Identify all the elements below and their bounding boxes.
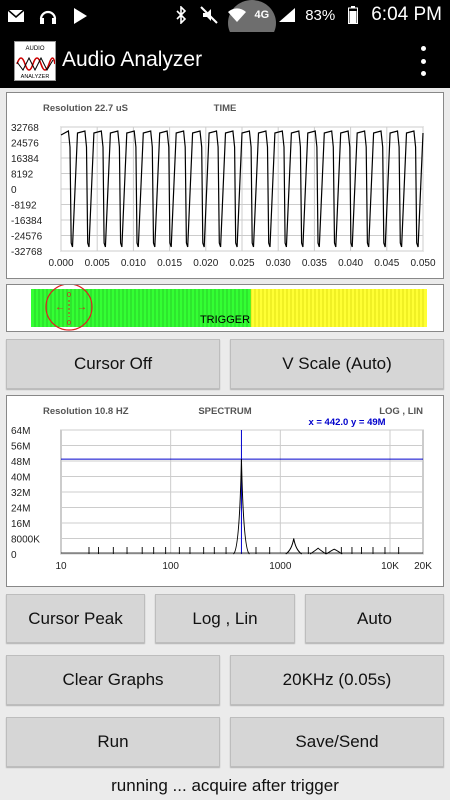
trigger-right-arrow-icon: → [77,302,87,313]
time-x-tick-label: 0.025 [229,258,254,269]
cursor-off-button[interactable]: Cursor Off [6,339,220,389]
spectrum-y-tick-label: 32M [11,488,30,499]
app-bar: AUDIO ANALYZER Audio Analyzer [0,32,450,88]
mute-icon [199,5,219,25]
auto-button[interactable]: Auto [305,594,444,643]
spectrum-y-tick-label: 24M [11,504,30,515]
battery-percent: 83% [305,6,336,24]
time-resolution-label: Resolution 22.7 uS [43,103,128,114]
trigger-green-zone [31,289,251,327]
spectrum-x-tick-label: 100 [162,561,179,572]
range-button[interactable]: 20KHz (0.05s) [230,655,444,705]
vscale-button[interactable]: V Scale (Auto) [230,339,444,389]
trigger-up-marker: 0 [67,292,71,299]
spectrum-peak [325,548,343,555]
spectrum-y-tick-label: 56M [11,442,30,453]
spectrum-resolution-label: Resolution 10.8 HZ [43,406,129,417]
status-message: running ... acquire after trigger [111,776,339,795]
spectrum-y-tick-label: 0 [11,550,17,561]
spectrum-graph-title: SPECTRUM [198,406,251,417]
time-graph-panel[interactable]: Resolution 22.7 uS TIME 32768 24576 16384 8… [6,92,444,279]
time-y-tick-label: 8192 [11,170,34,181]
time-x-tick-label: 0.030 [266,258,291,269]
spectrum-peak [233,459,250,555]
time-y-tick-label: -8192 [11,201,37,212]
spectrum-y-tick-label: 8000K [11,535,40,546]
spectrum-graph: Resolution 10.8 HZ SPECTRUM LOG , LIN x … [11,406,432,572]
spectrum-mode-label: LOG , LIN [379,406,423,417]
spectrum-y-tick-label: 40M [11,473,30,484]
spectrum-y-tick-label: 16M [11,519,30,530]
wifi-icon [227,5,247,25]
time-x-tick-label: 0.010 [121,258,146,269]
time-y-tick-label: 16384 [11,154,39,165]
email-icon [6,6,26,26]
logo-text-top: AUDIO [25,46,44,52]
time-x-tick-label: 0.015 [157,258,182,269]
spectrum-graph-panel[interactable]: Resolution 10.8 HZ SPECTRUM LOG , LIN x … [6,395,444,587]
bluetooth-icon [171,5,191,25]
app-logo: AUDIO ANALYZER [14,41,56,81]
battery-icon [343,5,363,25]
run-button[interactable]: Run [6,717,220,767]
trigger-down-marker: 0 [67,320,71,327]
trigger-bar: ← → 0 0 TRIGGER [31,283,427,331]
clock: 6:04 PM [371,4,442,25]
time-x-tick-label: 0.000 [48,258,73,269]
app-title: Audio Analyzer [62,48,203,71]
time-y-tick-label: 0 [11,185,17,196]
spectrum-peak [309,547,327,555]
time-x-tick-label: 0.050 [410,258,435,269]
time-y-tick-label: 24576 [11,139,39,150]
play-store-icon [70,6,90,26]
cursor-readout: x = 442.0 y = 49M [308,417,385,428]
network-type: 4G [254,9,270,21]
spectrum-y-tick-label: 64M [11,426,30,437]
trigger-left-arrow-icon: ← [55,302,65,313]
trigger-label: TRIGGER [200,314,250,326]
time-waveform [60,130,424,248]
clear-graphs-button[interactable]: Clear Graphs [6,655,220,705]
log-lin-button[interactable]: Log , Lin [155,594,295,643]
trigger-panel[interactable]: ← → 0 0 TRIGGER [6,283,444,332]
time-x-tick-label: 0.020 [193,258,218,269]
time-x-tick-label: 0.005 [85,258,110,269]
time-y-tick-label: -16384 [11,216,43,227]
spectrum-x-tick-label: 10 [55,561,67,572]
status-bar: 4G 83% 6:04 PM [0,0,450,46]
time-y-tick-label: -24576 [11,232,43,243]
signal-icon [277,5,297,25]
time-x-tick-label: 0.045 [374,258,399,269]
spectrum-peak [285,538,303,555]
headphones-icon [38,6,58,26]
spectrum-x-tick-label: 1000 [269,561,292,572]
time-x-tick-label: 0.040 [338,258,363,269]
spectrum-x-tick-label: 10K [381,561,399,572]
time-x-tick-label: 0.035 [302,258,327,269]
logo-text-bottom: ANALYZER [21,74,50,80]
cursor-peak-button[interactable]: Cursor Peak [6,594,145,643]
time-y-tick-label: 32768 [11,123,39,134]
overflow-menu-icon[interactable] [418,46,428,76]
time-graph: Resolution 22.7 uS TIME 32768 24576 16384 8… [11,103,436,269]
time-graph-title: TIME [214,103,237,114]
spectrum-x-tick-label: 20K [414,561,432,572]
time-y-tick-label: -32768 [11,247,43,258]
spectrum-y-tick-label: 48M [11,457,30,468]
save-send-button[interactable]: Save/Send [230,717,444,767]
